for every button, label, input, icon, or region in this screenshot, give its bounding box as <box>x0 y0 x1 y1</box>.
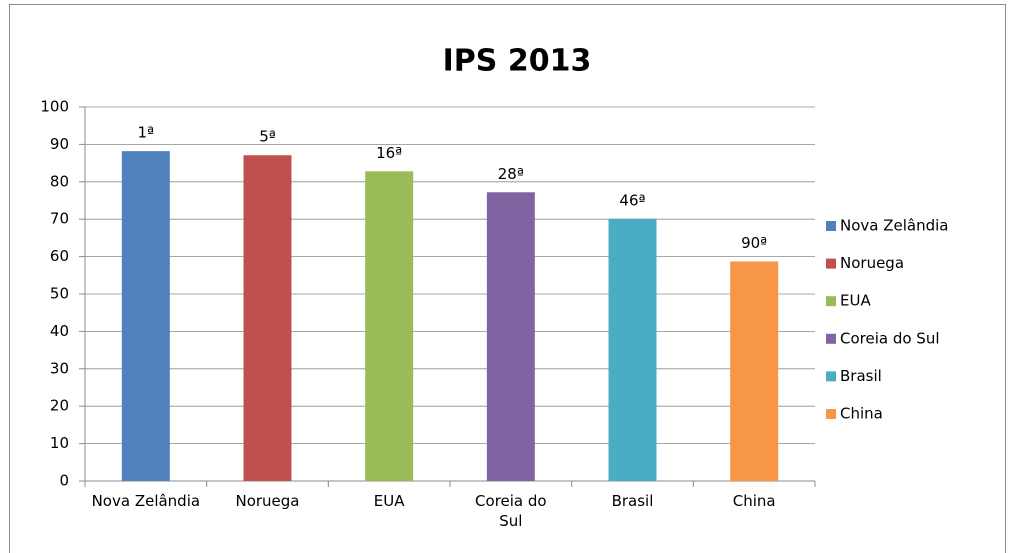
legend-label: China <box>840 405 883 423</box>
x-tick-label-box: Noruega <box>235 492 300 510</box>
legend-swatch <box>826 333 836 344</box>
legend-swatch <box>826 296 836 307</box>
legend-label: Coreia do Sul <box>840 329 940 347</box>
y-tick-label: 90 <box>50 135 69 153</box>
legend-label: Nova Zelândia <box>840 217 949 235</box>
y-tick-label: 50 <box>50 285 69 303</box>
x-tick-label-box: Nova Zelândia <box>91 492 201 510</box>
bar <box>730 261 779 481</box>
legend-swatch <box>826 221 836 231</box>
x-tick-label: Noruega <box>235 492 300 510</box>
x-tick-label-box: Coreia do Sul <box>475 492 547 530</box>
bar <box>243 155 292 481</box>
y-tick-label: 70 <box>50 210 69 228</box>
data-label: 90ª <box>741 234 767 252</box>
legend-label: EUA <box>840 292 871 310</box>
bar <box>608 218 657 482</box>
legend-label: Brasil <box>840 367 882 385</box>
y-tick-label: 30 <box>50 359 69 377</box>
x-tick-label: Coreia do Sul <box>475 492 547 530</box>
x-tick-label-box: China <box>732 492 776 510</box>
bar <box>486 192 535 481</box>
x-tick-label: EUA <box>373 492 405 510</box>
x-tick-label: Brasil <box>611 492 654 510</box>
legend-swatch <box>826 258 836 269</box>
data-label: 5ª <box>259 128 276 146</box>
data-label: 16ª <box>376 144 402 162</box>
y-tick-label: 60 <box>50 247 69 265</box>
x-tick-label: Nova Zelândia <box>91 492 201 510</box>
data-label: 28ª <box>498 165 524 183</box>
bar <box>365 171 414 481</box>
y-tick-label: 100 <box>40 98 69 116</box>
y-tick-label: 10 <box>50 434 69 452</box>
legend-swatch <box>826 371 836 382</box>
legend-swatch <box>826 409 836 419</box>
data-label: 1ª <box>138 124 155 142</box>
chart-title: IPS 2013 <box>443 44 592 79</box>
y-tick-label: 80 <box>50 172 69 190</box>
y-tick-label: 40 <box>50 322 69 340</box>
legend-label: Noruega <box>840 254 904 272</box>
bar <box>121 151 170 481</box>
x-tick-label: China <box>732 492 776 510</box>
x-tick-label-box: EUA <box>373 492 405 510</box>
x-tick-label-box: Brasil <box>611 492 654 510</box>
y-tick-label: 20 <box>50 397 69 415</box>
y-tick-label: 0 <box>59 472 69 490</box>
data-label: 46ª <box>619 191 645 209</box>
